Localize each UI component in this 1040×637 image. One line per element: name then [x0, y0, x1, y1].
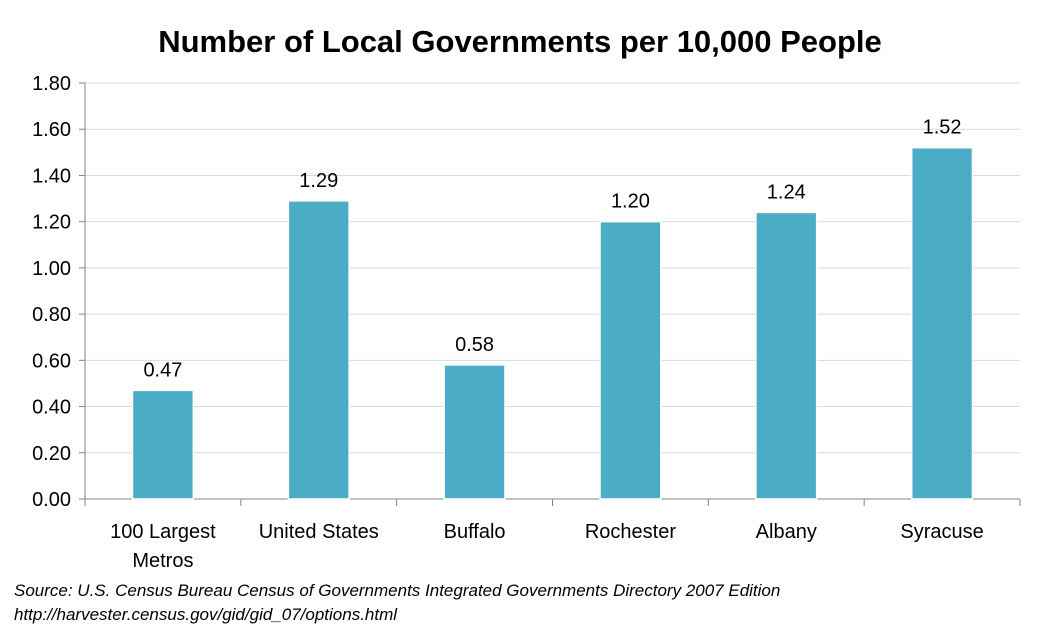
gridlines: [85, 82, 1020, 454]
y-axis-tick-label: 0.80: [32, 304, 71, 326]
source-citation: Source: U.S. Census Bureau Census of Gov…: [14, 581, 781, 600]
x-axis-category-label: United States: [259, 521, 379, 543]
y-axis-tick-label: 1.20: [32, 212, 71, 234]
data-label: 0.47: [143, 359, 182, 381]
chart-title: Number of Local Governments per 10,000 P…: [158, 24, 882, 59]
bar: [131, 389, 195, 500]
x-axis-category-label: Metros: [132, 550, 193, 572]
x-axis-category-label: Rochester: [585, 521, 676, 543]
y-axis-tick-label: 1.40: [32, 165, 71, 187]
x-axis-category-label: Syracuse: [900, 521, 983, 543]
bars: [131, 146, 974, 500]
x-axis-category-label: 100 Largest: [110, 521, 216, 543]
x-axis-category-label: Buffalo: [444, 521, 506, 543]
data-labels: 0.47 1.29 0.58 1.20 1.24 1.52: [143, 117, 961, 382]
y-axis-tick-label: 0.00: [32, 489, 71, 511]
data-label: 1.24: [767, 181, 806, 203]
data-label: 1.20: [611, 191, 650, 213]
bar: [599, 220, 662, 500]
x-axis-category-label: Albany: [756, 521, 817, 543]
x-axis-tick-labels: 100 Largest Metros United States Buffalo Roc…: [110, 521, 984, 572]
bar: [443, 364, 506, 500]
axes: [79, 82, 1021, 506]
data-label: 0.58: [455, 334, 494, 356]
y-axis-tick-label: 0.40: [32, 397, 71, 419]
source-url: http://harvester.census.gov/gid/gid_07/o…: [14, 605, 398, 624]
data-label: 1.52: [923, 117, 962, 139]
y-axis-tick-label: 0.60: [32, 350, 71, 372]
y-axis-tick-label: 0.20: [32, 443, 71, 465]
bar: [287, 200, 350, 500]
y-axis-tick-label: 1.60: [32, 119, 71, 141]
bar: [910, 146, 974, 500]
y-axis-tick-label: 1.80: [32, 73, 71, 95]
y-axis-tick-label: 1.00: [32, 258, 71, 280]
y-axis-tick-labels: 0.00 0.20 0.40 0.60 0.80 1.00 1.20 1.40 1.60 1.80: [32, 73, 71, 511]
bar: [755, 211, 818, 500]
data-label: 1.29: [299, 170, 338, 192]
